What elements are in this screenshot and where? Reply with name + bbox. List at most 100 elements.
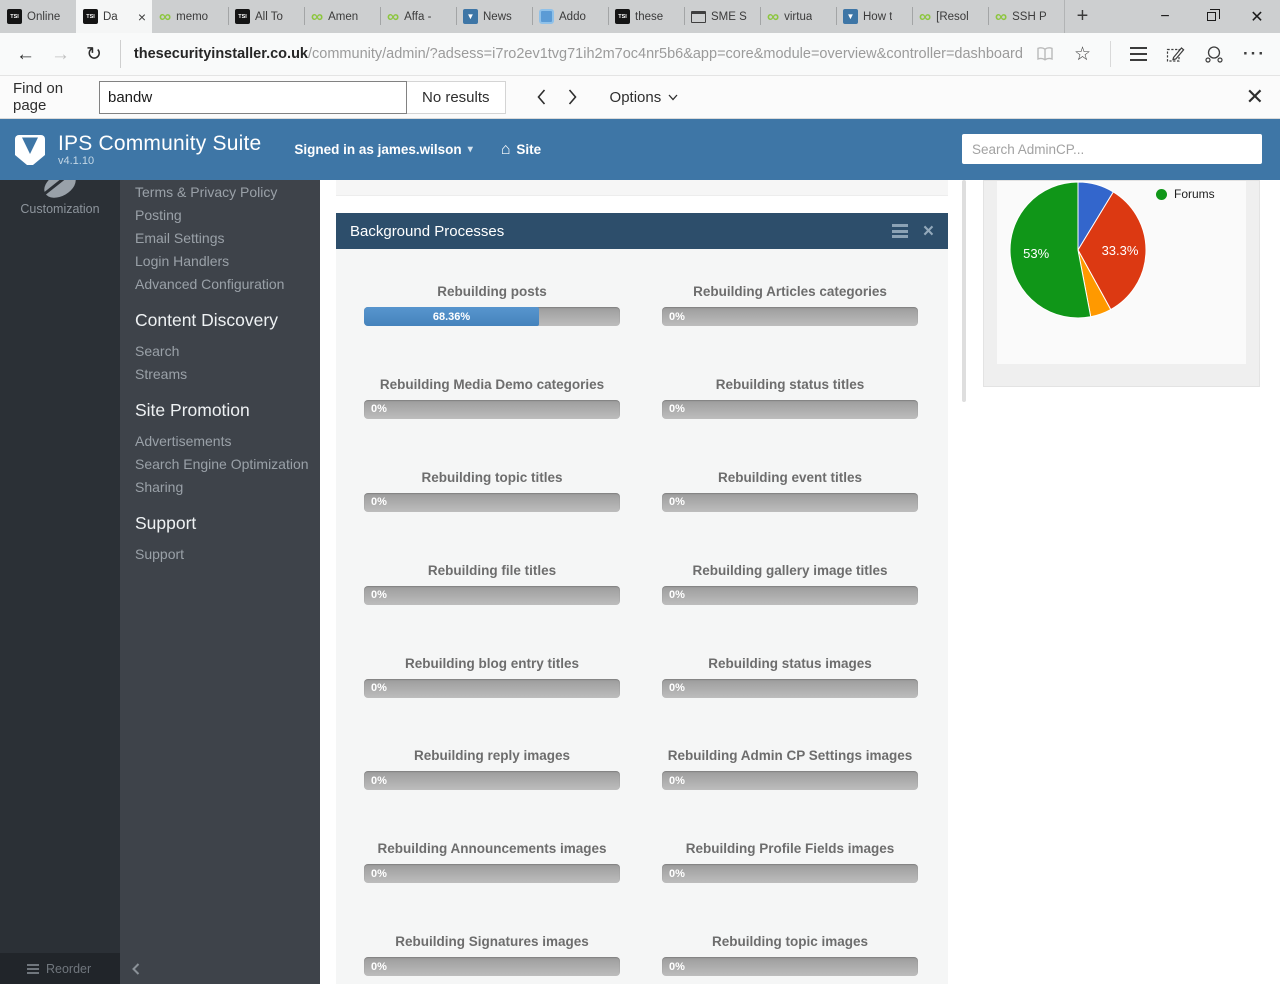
- pie-chart: 33.3% 53%: [1009, 181, 1147, 319]
- sidebar-item[interactable]: Login Handlers: [135, 252, 230, 269]
- find-on-page-label: Find on page: [13, 80, 64, 114]
- sidebar-item[interactable]: Support: [135, 545, 185, 562]
- more-actions-icon[interactable]: ···: [1243, 44, 1266, 63]
- drag-handle-icon[interactable]: [891, 224, 908, 238]
- find-options-label: Options: [609, 88, 662, 106]
- process-label: Rebuilding gallery image titles: [692, 562, 888, 578]
- browser-tab[interactable]: ∞ [Resol: [912, 0, 988, 33]
- collapse-chevron-icon: [132, 962, 140, 975]
- refresh-button[interactable]: ↻: [86, 43, 102, 65]
- reading-view-icon[interactable]: [1035, 46, 1055, 62]
- scrollbar[interactable]: [962, 180, 966, 402]
- process-label: Rebuilding reply images: [413, 748, 571, 764]
- close-window-button[interactable]: ✕: [1250, 8, 1264, 26]
- tab-close-icon[interactable]: ×: [137, 8, 146, 25]
- forward-button[interactable]: →: [51, 43, 70, 65]
- window-controls: − ✕: [1142, 0, 1280, 33]
- process-item: Rebuilding blog entry titles 0%: [364, 656, 620, 716]
- panel-header-icons: ×: [891, 220, 934, 242]
- sidebar-section-heading: Support: [135, 513, 197, 533]
- favorites-star-icon[interactable]: ☆: [1073, 43, 1092, 65]
- progress-bar: 0%: [662, 492, 918, 512]
- sidebar-item[interactable]: Terms & Privacy Policy: [135, 183, 278, 200]
- address-bar-icons: ☆ ···: [1035, 41, 1266, 67]
- process-label: Rebuilding Profile Fields images: [685, 841, 895, 857]
- browser-tab[interactable]: SME S: [684, 0, 760, 33]
- chevron-down-icon: [668, 94, 678, 100]
- chart-legend: Forums: [1156, 187, 1215, 201]
- site-link[interactable]: ⌂ Site: [501, 141, 541, 159]
- tab-title: News: [483, 10, 512, 23]
- sidebar-item[interactable]: Email Settings: [135, 229, 225, 246]
- page-body: Customization Reorder Terms & Privacy Po…: [0, 180, 1280, 984]
- progress-bar: 0%: [364, 957, 620, 977]
- sidebar-item[interactable]: Streams: [135, 365, 188, 382]
- browser-tab[interactable]: TSI Online: [0, 0, 76, 33]
- progress-value: 0%: [371, 774, 387, 787]
- share-icon[interactable]: [1204, 45, 1224, 63]
- browser-tab[interactable]: ∞ Affa -: [380, 0, 456, 33]
- process-item: Rebuilding gallery image titles 0%: [662, 563, 918, 623]
- sidebar-item[interactable]: Search Engine Optimization: [135, 455, 309, 472]
- progress-value: 0%: [669, 310, 685, 323]
- sidebar-menu: Terms & Privacy Policy Posting Email Setti…: [120, 180, 320, 984]
- background-processes-panel: Background Processes × Rebuilding posts 6…: [336, 213, 948, 984]
- app-title: IPS Community Suite: [58, 131, 262, 155]
- new-tab-button[interactable]: +: [1064, 0, 1100, 33]
- process-label: Rebuilding file titles: [427, 562, 557, 578]
- tsi-tab-icon: TSI: [7, 9, 22, 24]
- hub-icon[interactable]: [1130, 47, 1148, 61]
- sidebar-item[interactable]: Advanced Configuration: [135, 275, 285, 292]
- process-item: Rebuilding file titles 0%: [364, 563, 620, 623]
- progress-value: 0%: [669, 589, 685, 602]
- infinity-tab-icon: ∞: [767, 7, 780, 26]
- find-previous-button[interactable]: [536, 88, 547, 106]
- browser-tab[interactable]: ▼ How t: [836, 0, 912, 33]
- sidebar-collapse-button[interactable]: [120, 953, 320, 984]
- sidebar-item[interactable]: Search: [135, 342, 180, 359]
- browser-tab[interactable]: TSI these: [608, 0, 684, 33]
- ips-logo-icon: [15, 134, 45, 165]
- sidebar-item[interactable]: Sharing: [135, 478, 184, 495]
- admincp-search-input[interactable]: [962, 134, 1262, 164]
- minimize-button[interactable]: −: [1160, 7, 1170, 25]
- find-next-button[interactable]: [567, 88, 578, 106]
- browser-tab[interactable]: TSI Da ×: [76, 0, 152, 33]
- chart-card: 33.3% 53% Forums: [983, 180, 1260, 387]
- progress-value: 0%: [371, 589, 387, 602]
- browser-tab[interactable]: ∞ SSH P: [988, 0, 1064, 33]
- find-close-button[interactable]: ✕: [1245, 84, 1264, 109]
- process-item: Rebuilding reply images 0%: [364, 748, 620, 808]
- sidebar-item[interactable]: Posting: [135, 206, 182, 223]
- process-label: Rebuilding status titles: [715, 376, 865, 392]
- process-item: Rebuilding topic images 0%: [662, 934, 918, 984]
- restore-button[interactable]: [1188, 0, 1234, 33]
- signed-in-menu[interactable]: Signed in as james.wilson ▾: [294, 142, 472, 157]
- browser-tab[interactable]: TSI All To: [228, 0, 304, 33]
- sidebar-item-customization[interactable]: Customization: [20, 202, 100, 216]
- progress-value: 0%: [669, 960, 685, 973]
- panel-close-icon[interactable]: ×: [922, 220, 934, 242]
- process-grid: Rebuilding posts 68.36% Rebuilding Article…: [336, 249, 948, 984]
- browser-tab[interactable]: ∞ Amen: [304, 0, 380, 33]
- back-button[interactable]: ←: [16, 43, 35, 65]
- browser-tab[interactable]: ∞ virtua: [760, 0, 836, 33]
- process-label: Rebuilding Articles categories: [693, 284, 887, 299]
- sidebar-menu-list: Terms & Privacy Policy Posting Email Setti…: [120, 180, 320, 565]
- process-item: Rebuilding Admin CP Settings images 0%: [662, 748, 918, 808]
- web-note-icon[interactable]: [1166, 45, 1185, 63]
- tab-title: these: [635, 10, 664, 23]
- process-item: Rebuilding status images 0%: [662, 656, 918, 716]
- reorder-button[interactable]: Reorder: [0, 953, 120, 984]
- tab-title: Addo: [559, 10, 586, 23]
- find-input[interactable]: [99, 80, 407, 114]
- url-field[interactable]: thesecurityinstaller.co.uk/community/adm…: [134, 46, 1025, 62]
- browser-tab[interactable]: ▼ News: [456, 0, 532, 33]
- browser-tab[interactable]: Addo: [532, 0, 608, 33]
- find-options-button[interactable]: Options: [610, 89, 679, 106]
- icon-separator: [1110, 41, 1112, 67]
- browser-tab[interactable]: ∞ memo: [152, 0, 228, 33]
- progress-bar: 0%: [364, 585, 620, 605]
- sidebar-item[interactable]: Advertisements: [135, 432, 232, 449]
